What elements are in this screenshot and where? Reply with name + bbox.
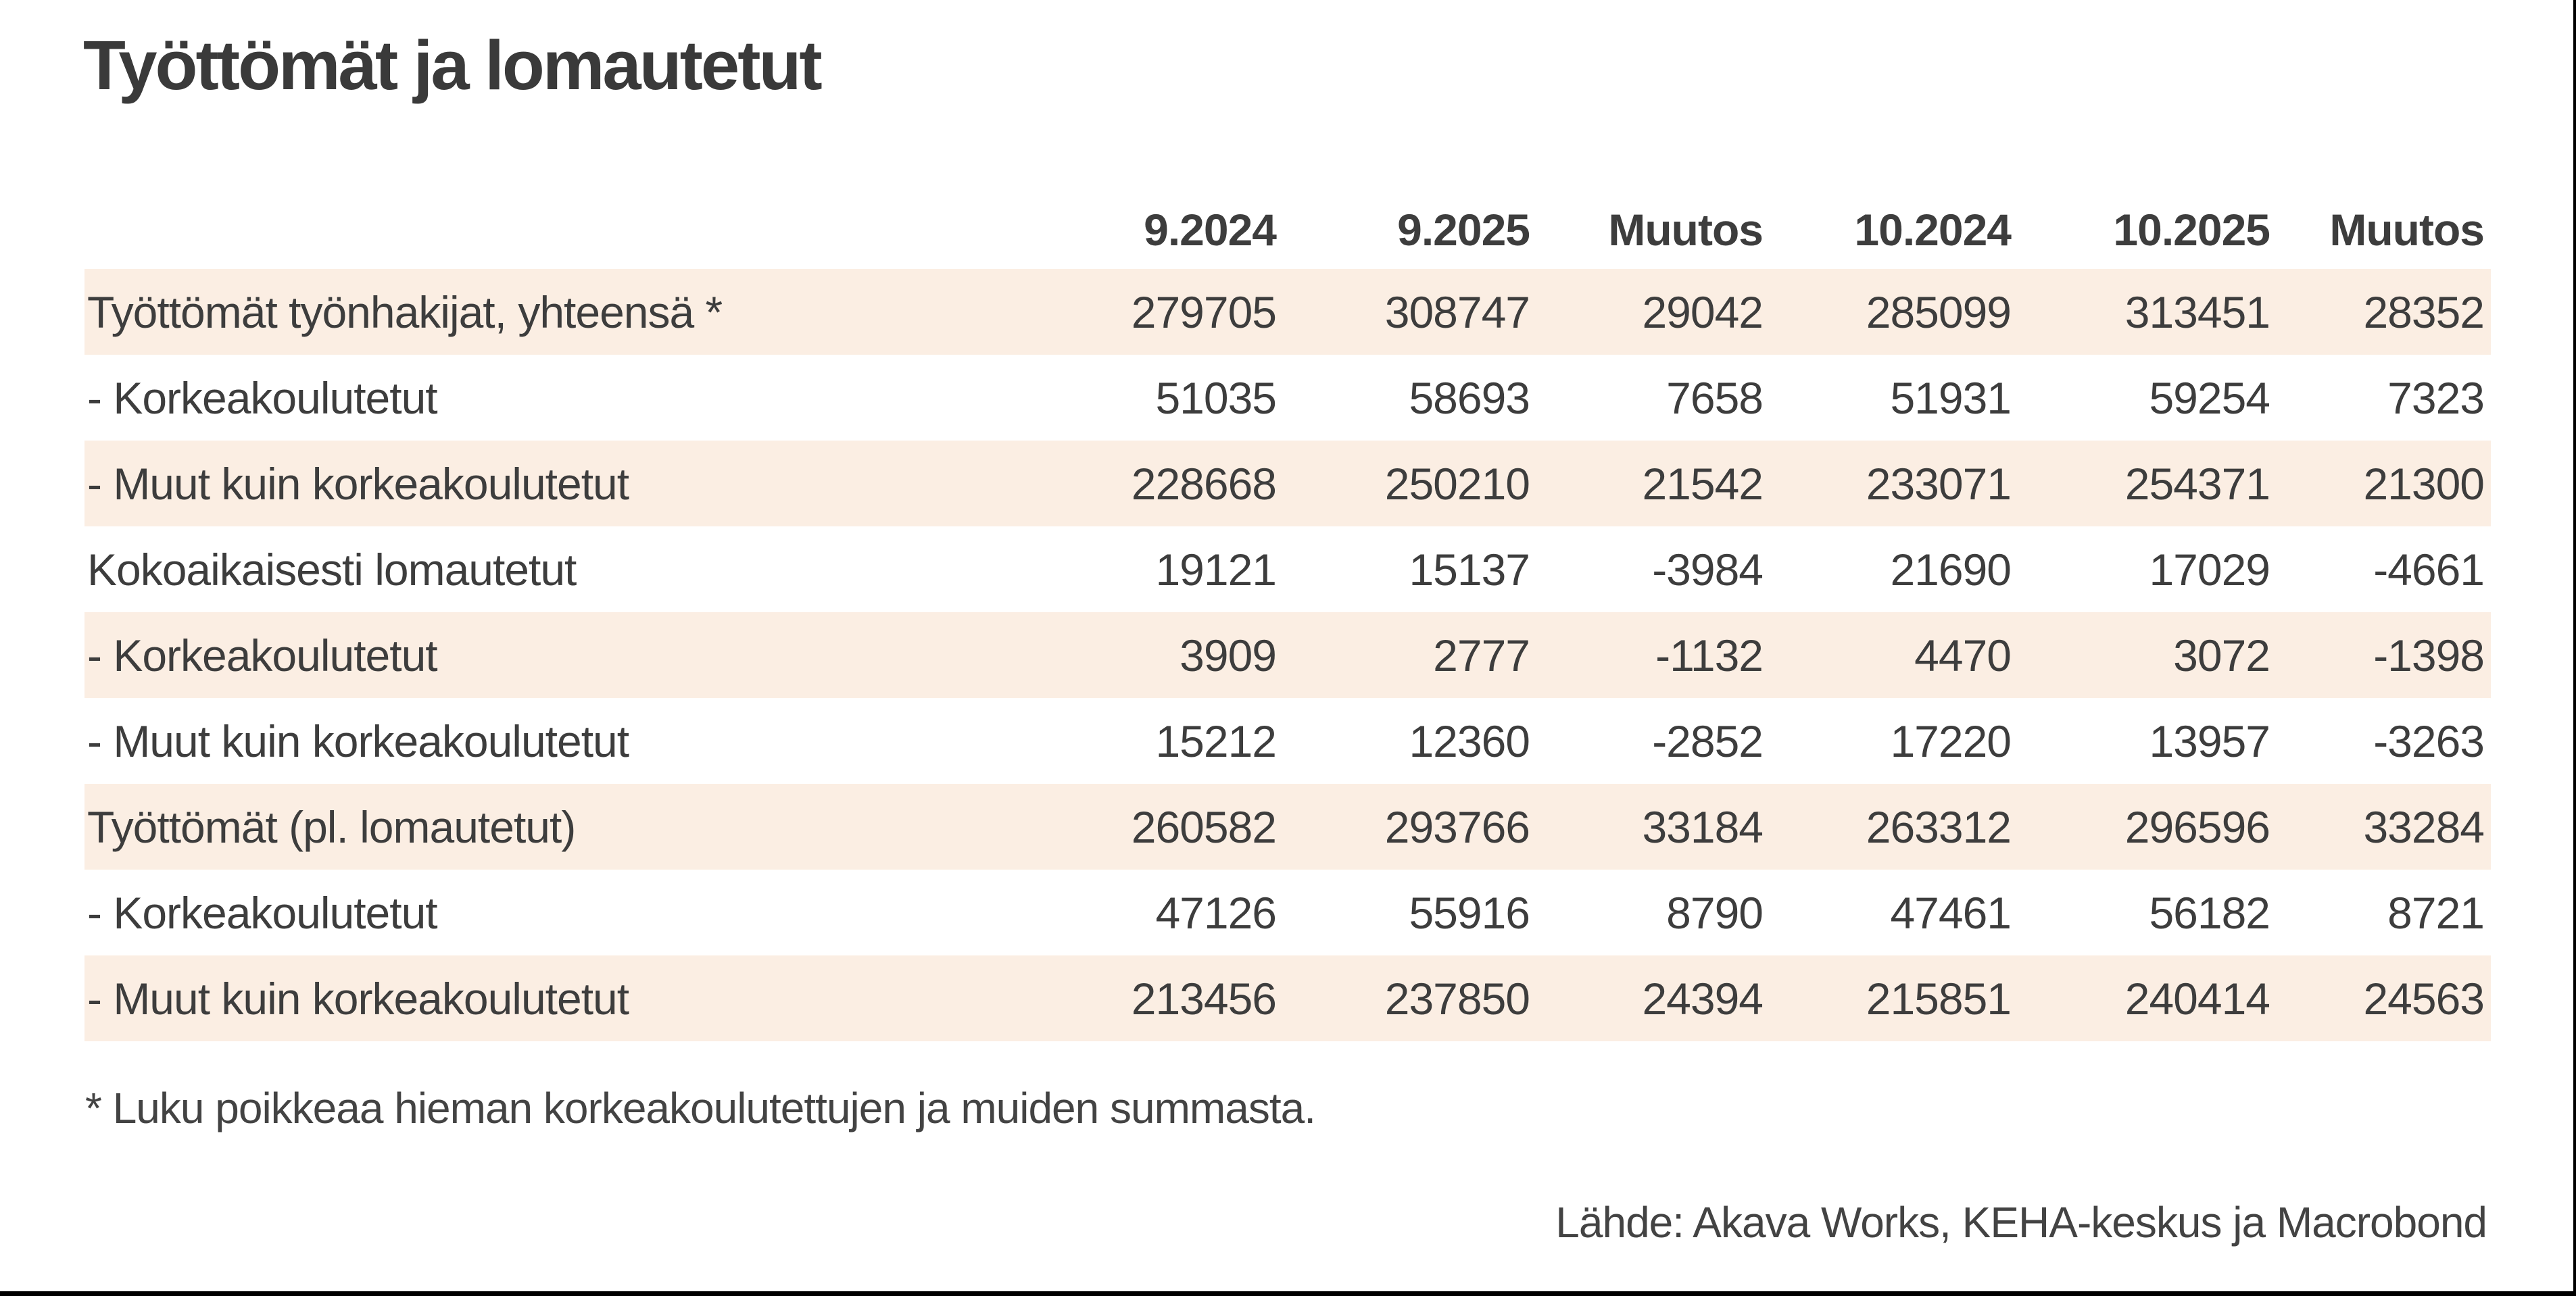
value-cell: 29042	[1642, 286, 1764, 337]
row-label: - Korkeakoulutetut	[87, 887, 438, 938]
row-label: - Muut kuin korkeakoulutetut	[87, 458, 629, 509]
value-cell: 263312	[1866, 801, 2012, 852]
value-cell: 12360	[1409, 716, 1530, 766]
value-cell: 296596	[2124, 801, 2270, 852]
value-cell: 17220	[1890, 716, 2012, 766]
table-row: Kokoaikaisesti lomautetut 19121 15137 -3984…	[84, 526, 2491, 612]
value-cell: -1132	[1655, 630, 1764, 680]
column-header: 9.2025	[1397, 205, 1530, 255]
table-row: - Korkeakoulutetut 3909 2777 -1132 4470 3072 -…	[84, 612, 2491, 698]
column-header: Muutos	[2329, 205, 2485, 255]
column-header: 10.2024	[1854, 205, 2012, 255]
column-header: 10.2025	[2113, 205, 2270, 255]
value-cell: 59254	[2149, 372, 2270, 423]
row-label-header	[84, 169, 1031, 269]
value-cell: 55916	[1409, 887, 1530, 938]
value-cell: 308747	[1384, 286, 1530, 337]
value-cell: -1398	[2373, 630, 2485, 680]
value-cell: -3984	[1652, 544, 1764, 595]
value-cell: 47126	[1155, 887, 1277, 938]
table-header-row: 9.2024 9.2025 Muutos 10.2024 10.2025 Muutos	[84, 169, 2491, 269]
table-row: Työttömät (pl. lomautetut) 260582 293766 33…	[84, 784, 2491, 870]
value-cell: 293766	[1384, 801, 1530, 852]
source-attribution: Lähde: Akava Works, KEHA-keskus ja Macro…	[1555, 1198, 2487, 1247]
table-row: - Muut kuin korkeakoulutetut 228668 250210…	[84, 441, 2491, 526]
value-cell: 313451	[2124, 286, 2270, 337]
table-row: Työttömät työnhakijat, yhteensä * 279705 3…	[84, 269, 2491, 355]
value-cell: 21300	[2363, 458, 2485, 509]
value-cell: 260582	[1131, 801, 1277, 852]
value-cell: 213456	[1131, 973, 1277, 1024]
value-cell: 250210	[1384, 458, 1530, 509]
row-label: Työttömät (pl. lomautetut)	[87, 801, 576, 852]
value-cell: 19121	[1155, 544, 1277, 595]
value-cell: 56182	[2149, 887, 2270, 938]
value-cell: 51035	[1155, 372, 1277, 423]
row-label: - Korkeakoulutetut	[87, 372, 438, 423]
value-cell: 8790	[1666, 887, 1764, 938]
page-title: Työttömät ja lomautetut	[83, 26, 823, 104]
value-cell: 7658	[1666, 372, 1764, 423]
value-cell: -4661	[2373, 544, 2485, 595]
footnote: * Luku poikkeaa hieman korkeakoulutettuj…	[85, 1084, 1316, 1132]
value-cell: 21690	[1890, 544, 2012, 595]
value-cell: 7323	[2387, 372, 2485, 423]
table-row: - Muut kuin korkeakoulutetut 213456 237850…	[84, 955, 2491, 1041]
column-header: Muutos	[1608, 205, 1764, 255]
value-cell: 33184	[1642, 801, 1764, 852]
value-cell: 24394	[1642, 973, 1764, 1024]
row-label: Työttömät työnhakijat, yhteensä *	[87, 286, 723, 337]
row-label: - Korkeakoulutetut	[87, 630, 438, 680]
value-cell: 8721	[2387, 887, 2485, 938]
table-row: - Korkeakoulutetut 51035 58693 7658 51931 592…	[84, 355, 2491, 441]
value-cell: 240414	[2124, 973, 2270, 1024]
value-cell: 279705	[1131, 286, 1277, 337]
value-cell: 28352	[2363, 286, 2485, 337]
table-row: - Korkeakoulutetut 47126 55916 8790 47461 561…	[84, 870, 2491, 955]
value-cell: 4470	[1914, 630, 2012, 680]
value-cell: 24563	[2363, 973, 2485, 1024]
value-cell: 51931	[1890, 372, 2012, 423]
value-cell: 2777	[1433, 630, 1530, 680]
table-body: Työttömät työnhakijat, yhteensä * 279705 3…	[84, 269, 2491, 1041]
value-cell: 215851	[1866, 973, 2012, 1024]
value-cell: 15137	[1409, 544, 1530, 595]
data-table: 9.2024 9.2025 Muutos 10.2024 10.2025 Muutos T…	[84, 169, 2491, 1041]
value-cell: 237850	[1384, 973, 1530, 1024]
value-cell: 15212	[1155, 716, 1277, 766]
value-cell: 58693	[1409, 372, 1530, 423]
value-cell: 233071	[1866, 458, 2012, 509]
column-header: 9.2024	[1144, 205, 1277, 255]
value-cell: 3909	[1180, 630, 1277, 680]
value-cell: 33284	[2363, 801, 2485, 852]
table-row: - Muut kuin korkeakoulutetut 15212 12360 -2…	[84, 698, 2491, 784]
row-label: Kokoaikaisesti lomautetut	[87, 544, 577, 595]
value-cell: 21542	[1642, 458, 1764, 509]
value-cell: 285099	[1866, 286, 2012, 337]
value-cell: 13957	[2149, 716, 2270, 766]
value-cell: -2852	[1652, 716, 1764, 766]
value-cell: 228668	[1131, 458, 1277, 509]
value-cell: 3072	[2173, 630, 2270, 680]
value-cell: -3263	[2373, 716, 2485, 766]
value-cell: 47461	[1890, 887, 2012, 938]
value-cell: 17029	[2149, 544, 2270, 595]
row-label: - Muut kuin korkeakoulutetut	[87, 973, 629, 1024]
value-cell: 254371	[2124, 458, 2270, 509]
row-label: - Muut kuin korkeakoulutetut	[87, 716, 629, 766]
